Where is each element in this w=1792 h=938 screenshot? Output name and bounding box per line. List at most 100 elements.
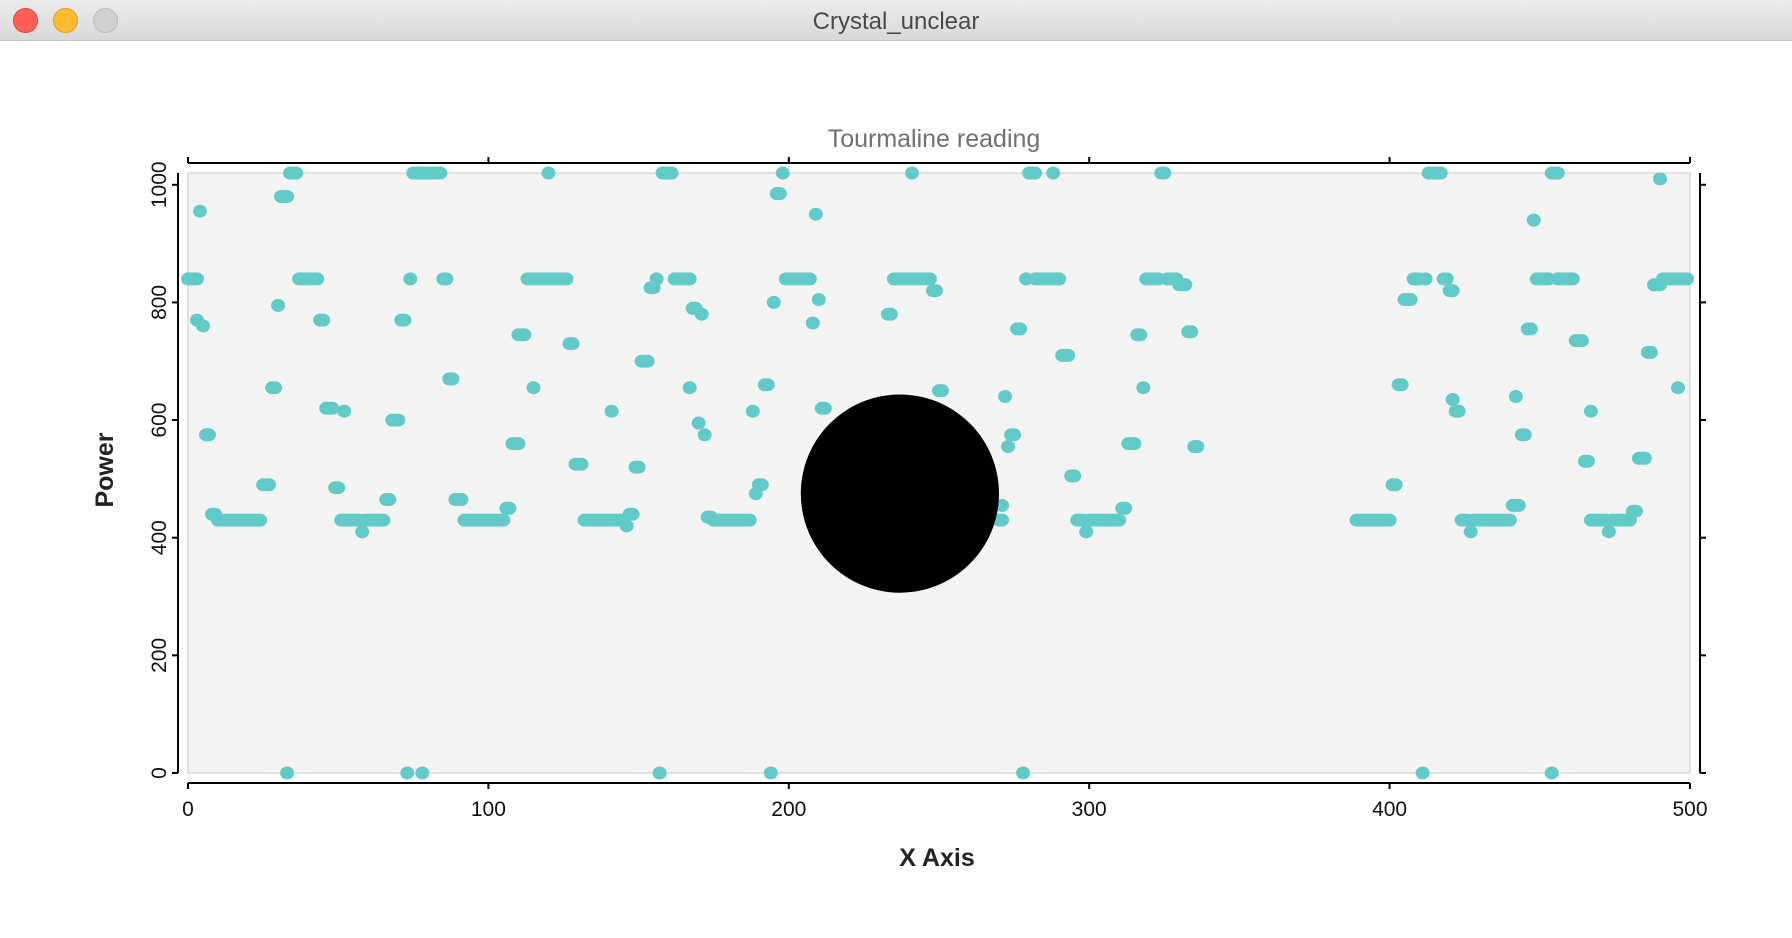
data-point (1127, 437, 1142, 451)
data-point (541, 166, 556, 180)
data-point (391, 413, 406, 427)
data-point (400, 766, 415, 780)
y-tick-label: 800 (148, 285, 171, 320)
data-point (1067, 469, 1082, 483)
minimize-window-button[interactable] (53, 8, 78, 33)
data-point (271, 298, 286, 312)
data-point (316, 313, 331, 327)
data-point (337, 404, 352, 418)
data-point (1046, 166, 1061, 180)
data-point (682, 272, 697, 286)
data-point (1601, 525, 1616, 539)
data-point (262, 478, 277, 492)
data-point (1394, 378, 1409, 392)
y-tick-label: 400 (148, 520, 171, 555)
data-point (1013, 322, 1028, 336)
data-point (652, 766, 667, 780)
data-point (604, 404, 619, 418)
title-bar[interactable]: Crystal_unclear (0, 0, 1792, 41)
data-point (1439, 272, 1454, 286)
data-point (1433, 166, 1448, 180)
data-point (382, 493, 397, 506)
data-point (664, 166, 679, 180)
data-point (1643, 345, 1658, 359)
data-point (1583, 404, 1598, 418)
data-point (559, 272, 574, 286)
x-axis-label: X Axis (899, 844, 975, 872)
data-point (805, 316, 820, 330)
y-tick-label: 600 (148, 403, 171, 438)
y-tick-label: 1000 (148, 161, 171, 208)
data-point (1112, 513, 1127, 527)
close-window-button[interactable] (13, 8, 38, 33)
scatter-chart: 0 100 200 300 400 500 0 200 400 600 800 1000 Tourma… (91, 125, 1708, 872)
data-point (817, 401, 832, 415)
data-point (1574, 334, 1589, 348)
data-point (1136, 381, 1151, 395)
data-point (1463, 525, 1478, 539)
data-point (280, 766, 295, 780)
data-point (1133, 328, 1148, 342)
data-point (331, 481, 346, 495)
data-point (1388, 478, 1403, 492)
data-point (745, 404, 760, 418)
data-point (1523, 322, 1538, 336)
data-point (403, 272, 418, 286)
data-point (325, 401, 340, 415)
data-point (574, 457, 589, 471)
data-point (289, 166, 304, 180)
data-point (310, 272, 325, 286)
data-point (1157, 166, 1172, 180)
data-point (1007, 428, 1022, 442)
data-point (935, 384, 949, 398)
data-point (1517, 428, 1532, 442)
data-point (766, 295, 781, 309)
data-point (1526, 213, 1541, 227)
data-point (376, 513, 391, 527)
x-tick-label: 300 (1072, 798, 1107, 821)
scatter-points (181, 166, 1694, 780)
data-point (631, 460, 646, 474)
zoom-window-button[interactable] (93, 8, 118, 33)
data-point (691, 416, 706, 430)
data-point (1451, 404, 1466, 418)
data-point (1052, 272, 1067, 286)
data-point (511, 437, 526, 451)
y-axis-label: Power (91, 432, 119, 507)
black-circle-overlay (800, 394, 1000, 593)
data-point (649, 272, 664, 286)
data-point (1184, 325, 1199, 339)
data-point (1544, 766, 1559, 780)
data-point (190, 272, 204, 286)
data-point (1550, 166, 1565, 180)
data-point (760, 378, 775, 392)
data-point (1671, 381, 1685, 395)
data-point (445, 372, 460, 386)
data-point (517, 328, 532, 342)
data-point (811, 293, 826, 306)
data-point (772, 187, 787, 201)
data-point (1445, 393, 1460, 406)
data-point (619, 519, 634, 533)
data-point (268, 381, 283, 395)
data-point (496, 513, 511, 527)
data-point (1403, 293, 1418, 306)
data-point (694, 307, 709, 321)
chart-title: Tourmaline reading (828, 125, 1041, 153)
data-point (1061, 348, 1076, 362)
data-point (1016, 766, 1031, 780)
data-point (454, 493, 469, 506)
data-point (1190, 440, 1205, 453)
data-point (1079, 525, 1094, 539)
data-point (640, 354, 655, 368)
data-point (929, 284, 943, 298)
data-point (196, 319, 210, 333)
data-point (1680, 272, 1694, 286)
data-point (1653, 172, 1667, 186)
data-point (565, 337, 580, 351)
data-point (1637, 451, 1652, 465)
data-point (1502, 513, 1517, 527)
data-point (397, 313, 412, 327)
data-point (1511, 498, 1526, 512)
